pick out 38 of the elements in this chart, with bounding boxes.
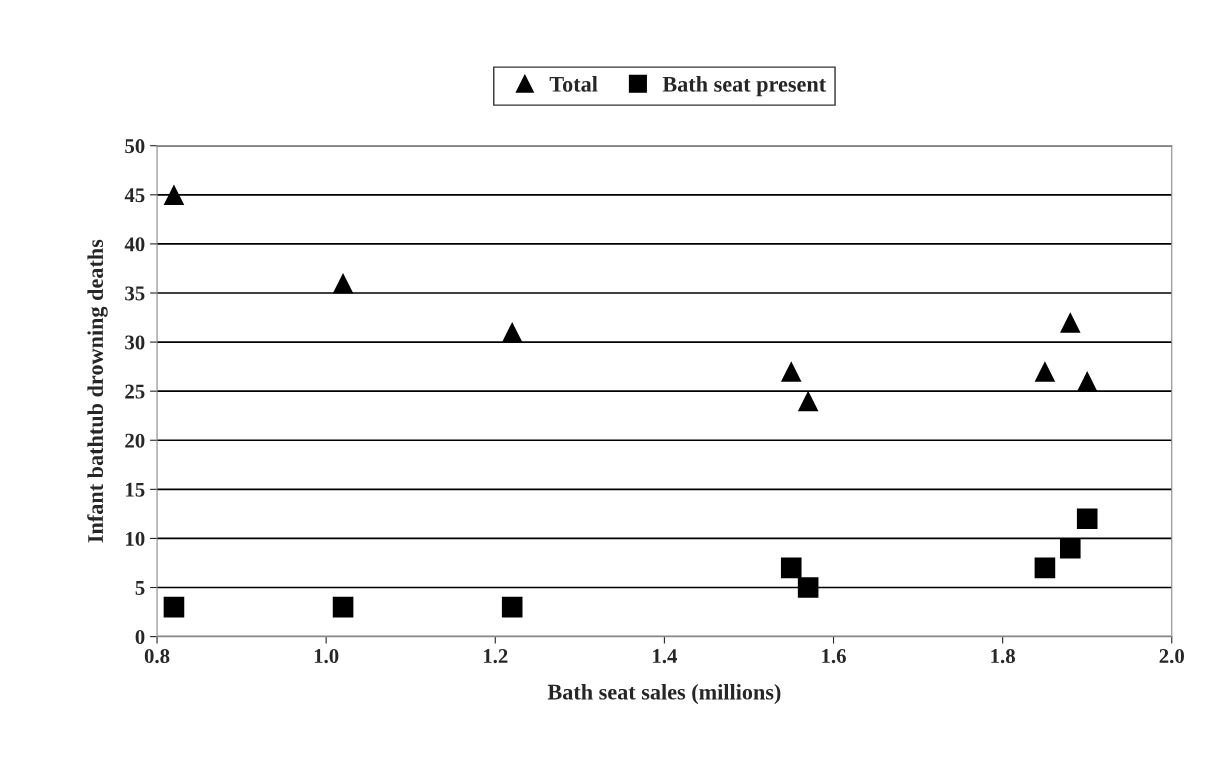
legend-label: Total [549, 76, 598, 92]
point [332, 596, 354, 618]
legend-label: Bath seat present [662, 76, 827, 97]
x-tick-label: 1.4 [653, 649, 678, 664]
point [1034, 361, 1056, 382]
point [780, 557, 802, 579]
y-tick-label: 30 [125, 335, 145, 350]
point [163, 184, 185, 206]
point [1059, 537, 1081, 559]
x-tick-label: 1.8 [991, 649, 1015, 664]
point [780, 361, 802, 382]
y-tick-label: 20 [125, 433, 145, 448]
y-tick-label: 25 [125, 384, 145, 399]
point [1059, 312, 1081, 333]
y-tick-label: 50 [125, 139, 145, 154]
point [797, 577, 819, 598]
y-tick-label: 45 [124, 188, 145, 203]
y-tick-label: 35 [125, 286, 145, 301]
point [1076, 508, 1098, 530]
y-tick-label: 5 [135, 581, 145, 595]
point [501, 321, 523, 343]
x-tick-label: 1.2 [483, 649, 508, 664]
point [1034, 557, 1056, 579]
y-axis-title: Infant bathtub drowning deaths [87, 239, 108, 543]
point [332, 272, 354, 294]
y-tick-label: 0 [135, 629, 145, 645]
point [501, 596, 523, 618]
y-tick-label: 40 [124, 237, 145, 252]
point [1076, 371, 1098, 392]
y-tick-label: 10 [126, 531, 145, 546]
x-tick-label: 1.0 [314, 649, 339, 664]
x-tick-label: 0.8 [144, 649, 170, 664]
point [163, 596, 185, 618]
x-tick-label: 2.0 [1159, 649, 1184, 664]
point [797, 390, 819, 412]
y-tick-label: 15 [126, 482, 145, 497]
x-axis-title: Bath seat sales (millions) [547, 683, 781, 705]
x-tick-label: 1.6 [822, 649, 846, 664]
